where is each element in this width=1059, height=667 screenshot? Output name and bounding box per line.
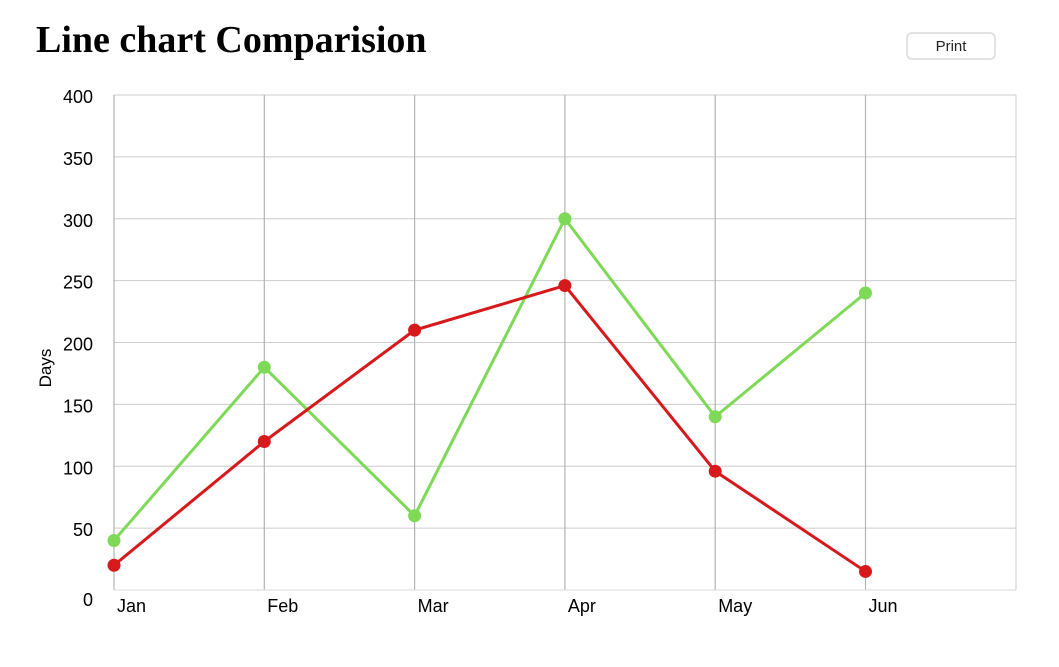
- series-1: [107, 212, 872, 547]
- y-tick-label-7: 350: [63, 149, 93, 169]
- x-tick-label-mar: Mar: [418, 596, 449, 616]
- y-tick-label-8: 400: [63, 87, 93, 107]
- series-1-line: [112, 217, 867, 542]
- x-tick-label-feb: Feb: [267, 596, 298, 616]
- series-1-point-mar: [408, 509, 422, 523]
- x-tick-label-apr: Apr: [568, 596, 596, 616]
- series-2-point-apr: [558, 279, 572, 293]
- page-title: Line chart Comparision: [36, 19, 427, 61]
- y-tick-label-0: 0: [83, 590, 93, 610]
- gridlines: [113, 94, 1017, 591]
- y-tick-label-1: 50: [73, 520, 93, 540]
- series-2-point-mar: [408, 323, 422, 337]
- y-tick-label-5: 250: [63, 273, 93, 293]
- y-tick-label-6: 300: [63, 211, 93, 231]
- series-layer: [107, 212, 872, 578]
- y-tick-label-2: 100: [63, 458, 93, 478]
- series-2-point-jan: [107, 558, 121, 572]
- series-2-line: [113, 284, 867, 573]
- x-tick-label-jan: Jan: [117, 596, 146, 616]
- series-1-point-apr: [558, 212, 572, 226]
- print-button[interactable]: Print: [906, 32, 996, 60]
- series-2-point-feb: [257, 435, 271, 448]
- series-2: [107, 279, 872, 578]
- x-tick-label-jun: Jun: [869, 596, 898, 616]
- series-1-point-may: [708, 410, 722, 424]
- x-tick-label-may: May: [718, 596, 752, 616]
- series-2-point-may: [708, 464, 722, 478]
- y-axis-ticks: 0 50 100 150 200 250 300 350 400: [63, 87, 93, 610]
- y-tick-label-3: 150: [63, 396, 93, 416]
- y-axis-title: Days: [36, 349, 55, 388]
- y-tick-label-4: 200: [63, 335, 93, 355]
- series-1-point-jun: [859, 286, 872, 300]
- series-1-point-jan: [107, 534, 121, 547]
- series-2-point-jun: [859, 564, 872, 578]
- series-1-point-feb: [257, 360, 271, 374]
- x-axis-ticks: Jan Feb Mar Apr May Jun: [117, 596, 898, 616]
